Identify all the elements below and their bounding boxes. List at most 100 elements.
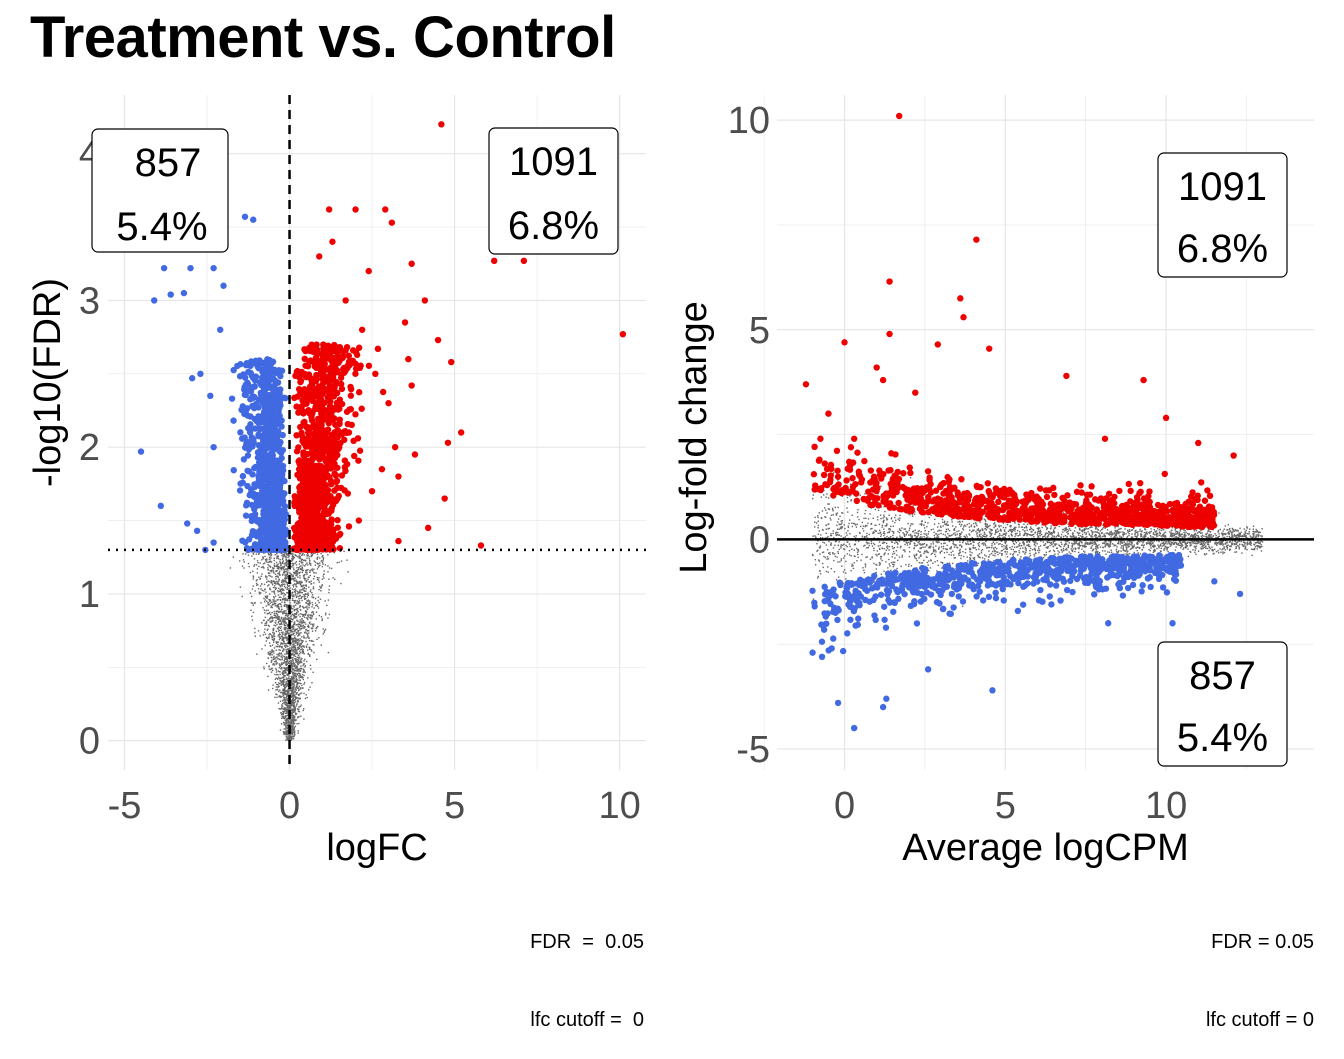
ns-point	[293, 689, 294, 690]
ns-point	[277, 658, 278, 659]
ns-point	[289, 630, 290, 631]
ns-point	[299, 644, 300, 645]
ns-point	[305, 623, 306, 624]
ns-point	[316, 659, 317, 660]
ns-point	[281, 723, 282, 724]
ns-point	[295, 670, 296, 671]
ns-point	[270, 589, 271, 590]
ns-point	[293, 663, 294, 664]
ns-point	[299, 575, 300, 576]
ns-point	[290, 707, 291, 708]
ns-point	[321, 587, 322, 588]
ns-point	[293, 596, 294, 597]
ns-point	[271, 582, 272, 583]
ns-point	[281, 582, 282, 583]
up-point	[336, 420, 342, 426]
ns-point	[296, 614, 297, 615]
ns-point	[278, 628, 279, 629]
up-point	[302, 371, 308, 377]
ns-point	[285, 629, 286, 630]
ns-point	[325, 564, 326, 565]
down-point	[231, 467, 237, 473]
ns-point	[284, 686, 285, 687]
up-point	[395, 538, 401, 544]
ns-point	[287, 719, 288, 720]
up-point	[408, 382, 414, 388]
up-point	[292, 373, 298, 379]
ns-point	[308, 638, 309, 639]
down-point	[241, 456, 247, 462]
ns-point	[321, 585, 322, 586]
up-point	[304, 451, 310, 457]
ns-point	[305, 665, 306, 666]
ns-point	[280, 668, 281, 669]
ns-point	[296, 624, 297, 625]
ns-point	[269, 593, 270, 594]
ns-point	[285, 610, 286, 611]
down-point	[197, 371, 203, 377]
up-point	[333, 479, 339, 485]
ns-point	[282, 611, 283, 612]
ns-point	[292, 676, 293, 677]
ns-point	[340, 583, 341, 584]
ns-point	[292, 724, 293, 725]
ns-point	[296, 669, 297, 670]
ns-point	[267, 564, 268, 565]
down-point	[281, 478, 287, 484]
ns-point	[256, 579, 257, 580]
down-point	[271, 438, 277, 444]
ns-point	[279, 630, 280, 631]
ns-point	[278, 581, 279, 582]
ns-point	[293, 589, 294, 590]
up-point	[321, 364, 327, 370]
ns-point	[306, 557, 307, 558]
ns-point	[292, 699, 293, 700]
ns-point	[267, 657, 268, 658]
up-point	[304, 463, 310, 469]
ns-point	[292, 660, 293, 661]
ns-point	[282, 700, 283, 701]
ns-point	[285, 661, 286, 662]
ns-point	[300, 665, 301, 666]
up-point	[319, 376, 325, 382]
ns-point	[305, 629, 306, 630]
ns-point	[321, 620, 322, 621]
ns-point	[270, 566, 271, 567]
ns-point	[296, 649, 297, 650]
ns-point	[327, 617, 328, 618]
up-point	[422, 297, 428, 303]
ns-point	[322, 560, 323, 561]
ns-point	[262, 556, 263, 557]
ns-point	[288, 676, 289, 677]
up-point	[315, 385, 321, 391]
up-point	[379, 466, 385, 472]
ns-point	[272, 639, 273, 640]
ns-point	[254, 590, 255, 591]
ns-point	[272, 644, 273, 645]
ns-point	[276, 674, 277, 675]
up-point	[325, 487, 331, 493]
ns-point	[268, 554, 269, 555]
ns-point	[273, 656, 274, 657]
ns-point	[278, 670, 279, 671]
ns-point	[298, 598, 299, 599]
up-point	[325, 426, 331, 432]
ns-point	[284, 605, 285, 606]
ns-point	[265, 596, 266, 597]
ns-point	[321, 616, 322, 617]
ns-point	[298, 648, 299, 649]
ns-point	[301, 589, 302, 590]
ns-point	[301, 582, 302, 583]
ns-point	[287, 698, 288, 699]
ns-point	[292, 650, 293, 651]
down-point	[158, 503, 164, 509]
ns-point	[314, 560, 315, 561]
ns-point	[272, 620, 273, 621]
ns-point	[275, 689, 276, 690]
ns-point	[291, 647, 292, 648]
ns-point	[286, 669, 287, 670]
ns-point	[285, 615, 286, 616]
ns-point	[287, 585, 288, 586]
ns-point	[277, 689, 278, 690]
ns-point	[293, 586, 294, 587]
